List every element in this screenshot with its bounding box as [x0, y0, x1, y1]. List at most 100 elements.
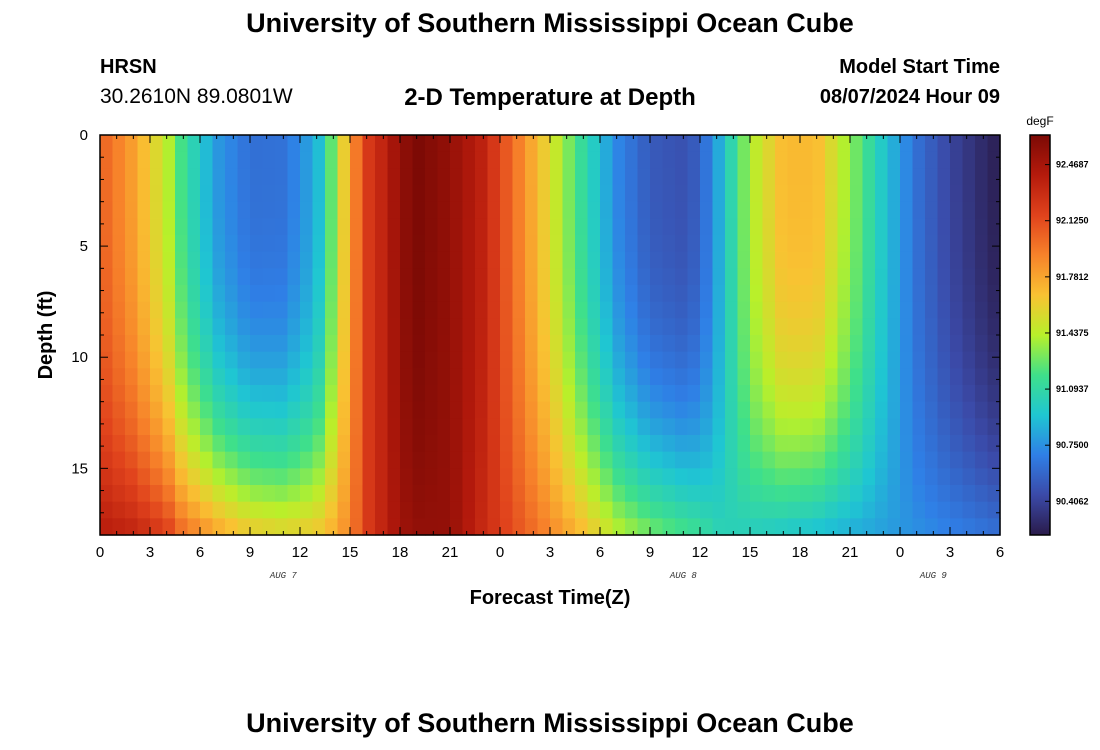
heatmap-cell [450, 185, 464, 203]
heatmap-cell [437, 235, 451, 253]
heatmap-cell [900, 218, 914, 236]
heatmap-cell [387, 368, 401, 386]
heatmap-cell [600, 168, 614, 186]
heatmap-cell [987, 435, 1001, 453]
heatmap-cell [225, 368, 239, 386]
heatmap-cell [250, 351, 264, 369]
heatmap-cell [525, 268, 539, 286]
heatmap-cell [325, 385, 339, 403]
heatmap-cell [775, 401, 789, 419]
heatmap-cell [800, 135, 814, 153]
heatmap-cell [637, 218, 651, 236]
heatmap-cell [662, 435, 676, 453]
heatmap-cell [462, 218, 476, 236]
heatmap-cell [800, 235, 814, 253]
heatmap-cell [662, 518, 676, 536]
heatmap-cell [737, 518, 751, 536]
heatmap-cell [450, 385, 464, 403]
heatmap-cell [462, 301, 476, 319]
heatmap-cell [300, 201, 314, 219]
heatmap-cell [200, 185, 214, 203]
heatmap-cell [112, 518, 126, 536]
heatmap-cell [500, 401, 514, 419]
heatmap-cell [575, 235, 589, 253]
heatmap-cell [100, 418, 114, 436]
heatmap-cell [137, 418, 151, 436]
heatmap-cell [537, 301, 551, 319]
heatmap-cell [675, 435, 689, 453]
heatmap-cell [650, 451, 664, 469]
heatmap-cell [850, 518, 864, 536]
heatmap-cell [250, 318, 264, 336]
heatmap-cell [162, 418, 176, 436]
station-coordinates: 30.2610N 89.0801W [100, 85, 293, 108]
heatmap-cell [550, 168, 564, 186]
heatmap-cell [237, 201, 251, 219]
heatmap-cell [300, 418, 314, 436]
heatmap-cell [812, 368, 826, 386]
heatmap-cell [775, 235, 789, 253]
heatmap-cell [950, 418, 964, 436]
heatmap-cell [637, 518, 651, 536]
heatmap-cell [787, 518, 801, 536]
heatmap-cell [737, 235, 751, 253]
heatmap-cell [437, 301, 451, 319]
heatmap-cell [187, 301, 201, 319]
heatmap-cell [587, 251, 601, 269]
heatmap-cell [787, 485, 801, 503]
heatmap-cell [637, 285, 651, 303]
heatmap-cell [562, 135, 576, 153]
heatmap-cell [800, 185, 814, 203]
heatmap-cell [937, 235, 951, 253]
heatmap-cell [212, 318, 226, 336]
heatmap-cell [312, 385, 326, 403]
heatmap-cell [887, 201, 901, 219]
heatmap-cell [550, 501, 564, 519]
heatmap-cell [662, 251, 676, 269]
heatmap-cell [825, 185, 839, 203]
heatmap-cell [987, 468, 1001, 486]
heatmap-cell [700, 201, 714, 219]
heatmap-cell [525, 368, 539, 386]
heatmap-cell [787, 351, 801, 369]
heatmap-cell [575, 151, 589, 169]
heatmap-cell [587, 301, 601, 319]
heatmap-cell [150, 185, 164, 203]
heatmap-cell [450, 251, 464, 269]
heatmap-cell [887, 368, 901, 386]
heatmap-cell [487, 251, 501, 269]
heatmap-cell [225, 468, 239, 486]
heatmap-cell [537, 518, 551, 536]
heatmap-cell [987, 385, 1001, 403]
heatmap-cell [462, 351, 476, 369]
heatmap-cell [662, 485, 676, 503]
heatmap-cell [875, 518, 889, 536]
heatmap-cell [800, 168, 814, 186]
heatmap-cell [212, 518, 226, 536]
heatmap-cell [750, 285, 764, 303]
heatmap-cell [200, 518, 214, 536]
heatmap-cell [887, 185, 901, 203]
heatmap-cell [575, 351, 589, 369]
heatmap-cell [562, 235, 576, 253]
heatmap-cell [325, 168, 339, 186]
heatmap-cell [375, 335, 389, 353]
heatmap-cell [312, 185, 326, 203]
heatmap-cell [662, 501, 676, 519]
heatmap-cell [150, 368, 164, 386]
heatmap-cell [837, 318, 851, 336]
heatmap-cell [887, 268, 901, 286]
heatmap-cell [950, 185, 964, 203]
heatmap-cell [300, 501, 314, 519]
heatmap-cell [312, 418, 326, 436]
heatmap-cell [512, 285, 526, 303]
heatmap-cell [875, 468, 889, 486]
heatmap-cell [150, 518, 164, 536]
heatmap-cell [725, 285, 739, 303]
heatmap-cell [750, 468, 764, 486]
heatmap-cell [312, 168, 326, 186]
heatmap-cell [912, 218, 926, 236]
heatmap-cell [750, 168, 764, 186]
heatmap-cell [350, 468, 364, 486]
heatmap-cell [937, 368, 951, 386]
